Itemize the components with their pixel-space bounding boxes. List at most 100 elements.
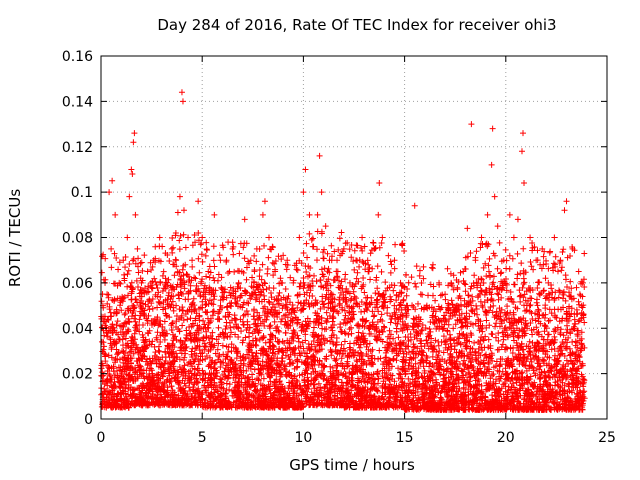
data-point [435,342,442,349]
data-point [240,312,247,319]
data-point [366,340,373,347]
data-point [111,250,118,257]
data-point [108,344,115,351]
data-point [366,264,373,271]
data-point [393,357,400,364]
data-point [356,344,363,351]
data-point [121,271,128,278]
data-point [328,242,335,249]
data-point [378,268,385,275]
data-point [108,264,115,271]
data-point [152,243,159,250]
data-point [155,347,162,354]
data-point [450,272,457,279]
data-point [106,303,113,310]
data-point [400,296,407,303]
data-point [120,359,127,366]
data-point [217,364,224,370]
data-point [104,382,111,389]
data-point [176,246,183,253]
data-point [126,261,133,268]
data-point [182,296,189,303]
data-point [401,247,408,254]
data-point [118,373,125,380]
data-point [336,235,343,242]
data-point [111,391,118,398]
data-point [111,338,118,345]
data-point [361,289,368,296]
data-point [98,269,105,276]
data-point [310,272,317,279]
data-point [165,276,172,283]
data-point [420,263,427,270]
data-point [184,316,191,323]
data-point [122,253,129,260]
data-point [179,307,186,314]
data-point [118,307,125,314]
data-point [115,364,122,371]
data-point [210,243,217,250]
data-point [230,251,237,258]
data-point [161,318,168,325]
data-point [122,264,129,271]
data-point [115,335,122,342]
data-point [119,328,126,335]
data-point [106,371,113,378]
data-point [294,267,301,274]
data-point [354,322,361,329]
data-point [117,280,124,287]
data-point [115,349,122,356]
data-point [116,336,123,343]
data-point [125,307,132,314]
data-point [125,315,132,322]
data-point [125,355,132,362]
data-point [113,306,120,313]
data-point [243,276,250,283]
data-point [111,296,118,303]
data-point [113,346,120,353]
data-point [317,276,324,283]
data-point [117,302,124,309]
data-point [251,252,258,259]
data-point [436,348,443,355]
data-point [348,324,355,331]
data-point [133,296,140,303]
data-point [105,316,112,323]
data-point [351,266,358,273]
data-point [416,272,423,279]
data-point [367,250,374,257]
data-point [102,378,109,385]
data-point [105,291,112,298]
data-point [392,241,399,248]
data-point [376,347,383,354]
data-point [303,240,310,247]
data-point [263,286,270,293]
data-point [110,396,117,403]
data-point [114,372,121,379]
data-point [387,258,394,265]
data-point [309,235,316,242]
data-point [334,257,341,264]
data-point [266,299,273,306]
data-point [125,267,132,274]
data-point [122,319,129,326]
data-point [196,269,203,276]
data-point [126,319,133,326]
data-point [107,401,114,408]
data-point [122,350,129,357]
data-point [369,265,376,272]
data-point [104,300,111,307]
data-point [238,328,245,335]
data-point [106,388,113,395]
data-point [125,404,132,411]
data-point [390,287,397,294]
data-point [206,263,213,270]
data-point [122,310,129,317]
data-point [359,330,366,337]
data-point [195,361,202,368]
data-point [124,292,131,299]
data-point [102,353,109,360]
data-point [276,289,283,296]
data-point [203,309,210,316]
